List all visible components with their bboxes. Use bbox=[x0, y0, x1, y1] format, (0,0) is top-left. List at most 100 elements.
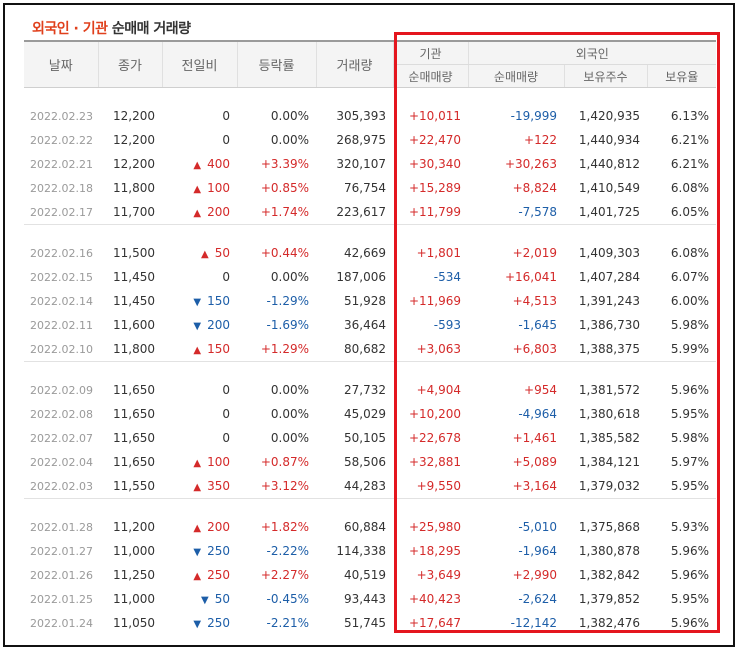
close-cell: 12,200 bbox=[113, 133, 155, 147]
rate-cell: +2.27% bbox=[260, 568, 309, 582]
inst-net-cell: +40,423 bbox=[408, 592, 461, 606]
foreign-ratio-cell: 5.96% bbox=[670, 568, 710, 582]
foreign-net-cell: -19,999 bbox=[510, 109, 557, 123]
group-spacer bbox=[24, 498, 717, 515]
volume-cell: 305,393 bbox=[336, 109, 386, 123]
inst-net-cell: +25,980 bbox=[408, 520, 461, 534]
foreign-hold-cell: 1,401,725 bbox=[578, 205, 640, 219]
foreign-net-cell: +2,019 bbox=[512, 246, 557, 260]
change-value: 50 bbox=[214, 592, 230, 606]
foreign-hold-cell: 1,382,476 bbox=[578, 616, 640, 630]
volume-cell: 44,283 bbox=[344, 479, 386, 493]
group-spacer bbox=[24, 88, 716, 105]
volume-cell: 80,682 bbox=[344, 342, 386, 356]
foreign-hold-cell: 1,391,243 bbox=[578, 294, 640, 308]
foreign-net-cell: +4,513 bbox=[512, 294, 557, 308]
change-value: 0 bbox=[222, 270, 230, 284]
screenshot-frame bbox=[3, 3, 735, 647]
inst-net-cell: +1,801 bbox=[416, 246, 461, 260]
foreign-ratio-cell: 5.96% bbox=[670, 383, 710, 397]
header-inst-net: 순매매량 bbox=[392, 64, 468, 88]
change-value: 150 bbox=[207, 342, 230, 356]
date-cell: 2022.02.15 bbox=[30, 270, 93, 284]
foreign-ratio-cell: 5.98% bbox=[670, 318, 710, 332]
table-row: 2022.02.16 11,500 ▲ 50 +0.44% 42,669 +1,801 +2,… bbox=[24, 241, 716, 265]
date-cell: 2022.02.03 bbox=[30, 479, 93, 493]
change-value: 0 bbox=[222, 407, 230, 421]
change-cell: ▲ 400 bbox=[162, 152, 237, 176]
volume-cell: 58,506 bbox=[344, 455, 386, 469]
foreign-hold-cell: 1,384,121 bbox=[578, 455, 640, 469]
table-row: 2022.02.11 11,600 ▼ 200 -1.69% 36,464 -593 -1,6… bbox=[24, 313, 716, 337]
rate-cell: -0.45% bbox=[266, 592, 309, 606]
table-row: 2022.01.25 11,000 ▼ 50 -0.45% 93,443 +40,423 -2… bbox=[24, 587, 716, 611]
foreign-net-cell: -12,142 bbox=[510, 616, 557, 630]
up-arrow-icon: ▲ bbox=[193, 458, 202, 469]
header-close: 종가 bbox=[97, 40, 162, 88]
date-cell: 2022.01.24 bbox=[30, 616, 93, 630]
close-cell: 11,450 bbox=[113, 270, 155, 284]
date-cell: 2022.02.09 bbox=[30, 383, 93, 397]
foreign-hold-cell: 1,440,934 bbox=[578, 133, 640, 147]
foreign-ratio-cell: 5.97% bbox=[670, 455, 710, 469]
change-cell: ▲ 50 bbox=[162, 241, 237, 265]
close-cell: 11,800 bbox=[113, 181, 155, 195]
foreign-net-cell: -7,578 bbox=[518, 205, 557, 219]
table-row: 2022.02.15 11,450 0 0.00% 187,006 -534 +16,041… bbox=[24, 265, 716, 289]
volume-cell: 76,754 bbox=[344, 181, 386, 195]
volume-cell: 40,519 bbox=[344, 568, 386, 582]
close-cell: 11,600 bbox=[113, 318, 155, 332]
date-cell: 2022.02.11 bbox=[30, 318, 93, 332]
foreign-ratio-cell: 5.95% bbox=[670, 479, 710, 493]
change-value: 150 bbox=[207, 294, 230, 308]
foreign-ratio-cell: 6.21% bbox=[670, 157, 710, 171]
up-arrow-icon: ▲ bbox=[193, 523, 202, 534]
foreign-net-cell: +3,164 bbox=[512, 479, 557, 493]
foreign-hold-cell: 1,381,572 bbox=[578, 383, 640, 397]
table-row: 2022.02.23 12,200 0 0.00% 305,393 +10,011 -19,… bbox=[24, 104, 716, 128]
change-value: 0 bbox=[222, 383, 230, 397]
down-arrow-icon: ▼ bbox=[193, 321, 202, 332]
rate-cell: +1.74% bbox=[260, 205, 309, 219]
table-row: 2022.01.28 11,200 ▲ 200 +1.82% 60,884 +25,980 -… bbox=[24, 515, 716, 539]
title-highlight: 외국인 · 기관 bbox=[32, 21, 108, 37]
date-cell: 2022.02.22 bbox=[30, 133, 93, 147]
change-cell: ▼ 250 bbox=[162, 539, 237, 563]
date-cell: 2022.01.25 bbox=[30, 592, 93, 606]
volume-cell: 114,338 bbox=[336, 544, 386, 558]
date-cell: 2022.02.10 bbox=[30, 342, 93, 356]
date-cell: 2022.01.28 bbox=[30, 520, 93, 534]
volume-cell: 223,617 bbox=[336, 205, 386, 219]
rate-cell: +0.87% bbox=[260, 455, 309, 469]
volume-cell: 60,884 bbox=[344, 520, 386, 534]
close-cell: 11,550 bbox=[113, 479, 155, 493]
date-cell: 2022.02.08 bbox=[30, 407, 93, 421]
down-arrow-icon: ▼ bbox=[193, 619, 202, 630]
change-cell: ▲ 100 bbox=[162, 450, 237, 474]
table-row: 2022.02.07 11,650 0 0.00% 50,105 +22,678 +1,46… bbox=[24, 426, 716, 450]
header-foreign-hold: 보유주수 bbox=[563, 64, 647, 88]
foreign-ratio-cell: 5.96% bbox=[670, 616, 710, 630]
inst-net-cell: +10,011 bbox=[408, 109, 461, 123]
inst-net-cell: +3,063 bbox=[416, 342, 461, 356]
table-row: 2022.02.04 11,650 ▲ 100 +0.87% 58,506 +32,881 +… bbox=[24, 450, 716, 474]
inst-net-cell: +32,881 bbox=[408, 455, 461, 469]
down-arrow-icon: ▼ bbox=[193, 547, 202, 558]
date-cell: 2022.02.23 bbox=[30, 109, 93, 123]
foreign-net-cell: +2,990 bbox=[512, 568, 557, 582]
foreign-ratio-cell: 6.21% bbox=[670, 133, 710, 147]
change-cell: 0 bbox=[162, 104, 237, 128]
rate-cell: -1.69% bbox=[266, 318, 309, 332]
inst-net-cell: +15,289 bbox=[408, 181, 461, 195]
up-arrow-icon: ▲ bbox=[193, 571, 202, 582]
date-cell: 2022.02.16 bbox=[30, 246, 93, 260]
change-value: 0 bbox=[222, 431, 230, 445]
rate-cell: +3.39% bbox=[260, 157, 309, 171]
volume-cell: 27,732 bbox=[344, 383, 386, 397]
close-cell: 11,200 bbox=[113, 520, 155, 534]
change-value: 350 bbox=[207, 479, 230, 493]
change-cell: ▼ 50 bbox=[162, 587, 237, 611]
inst-net-cell: -534 bbox=[433, 270, 461, 284]
header-foreign-net: 순매매량 bbox=[467, 64, 564, 88]
change-cell: ▼ 200 bbox=[162, 313, 237, 337]
